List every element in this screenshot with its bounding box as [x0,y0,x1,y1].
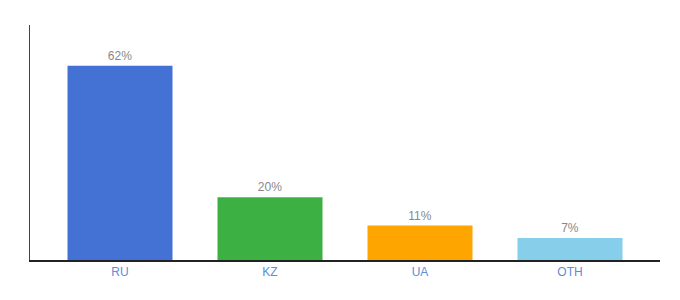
svg-text:20%: 20% [258,180,282,194]
svg-text:7%: 7% [561,221,579,235]
svg-text:62%: 62% [108,49,132,63]
svg-text:UA: UA [412,265,429,279]
svg-text:RU: RU [111,265,128,279]
svg-text:11%: 11% [408,209,431,223]
svg-text:OTH: OTH [557,265,582,279]
svg-text:KZ: KZ [262,265,277,279]
